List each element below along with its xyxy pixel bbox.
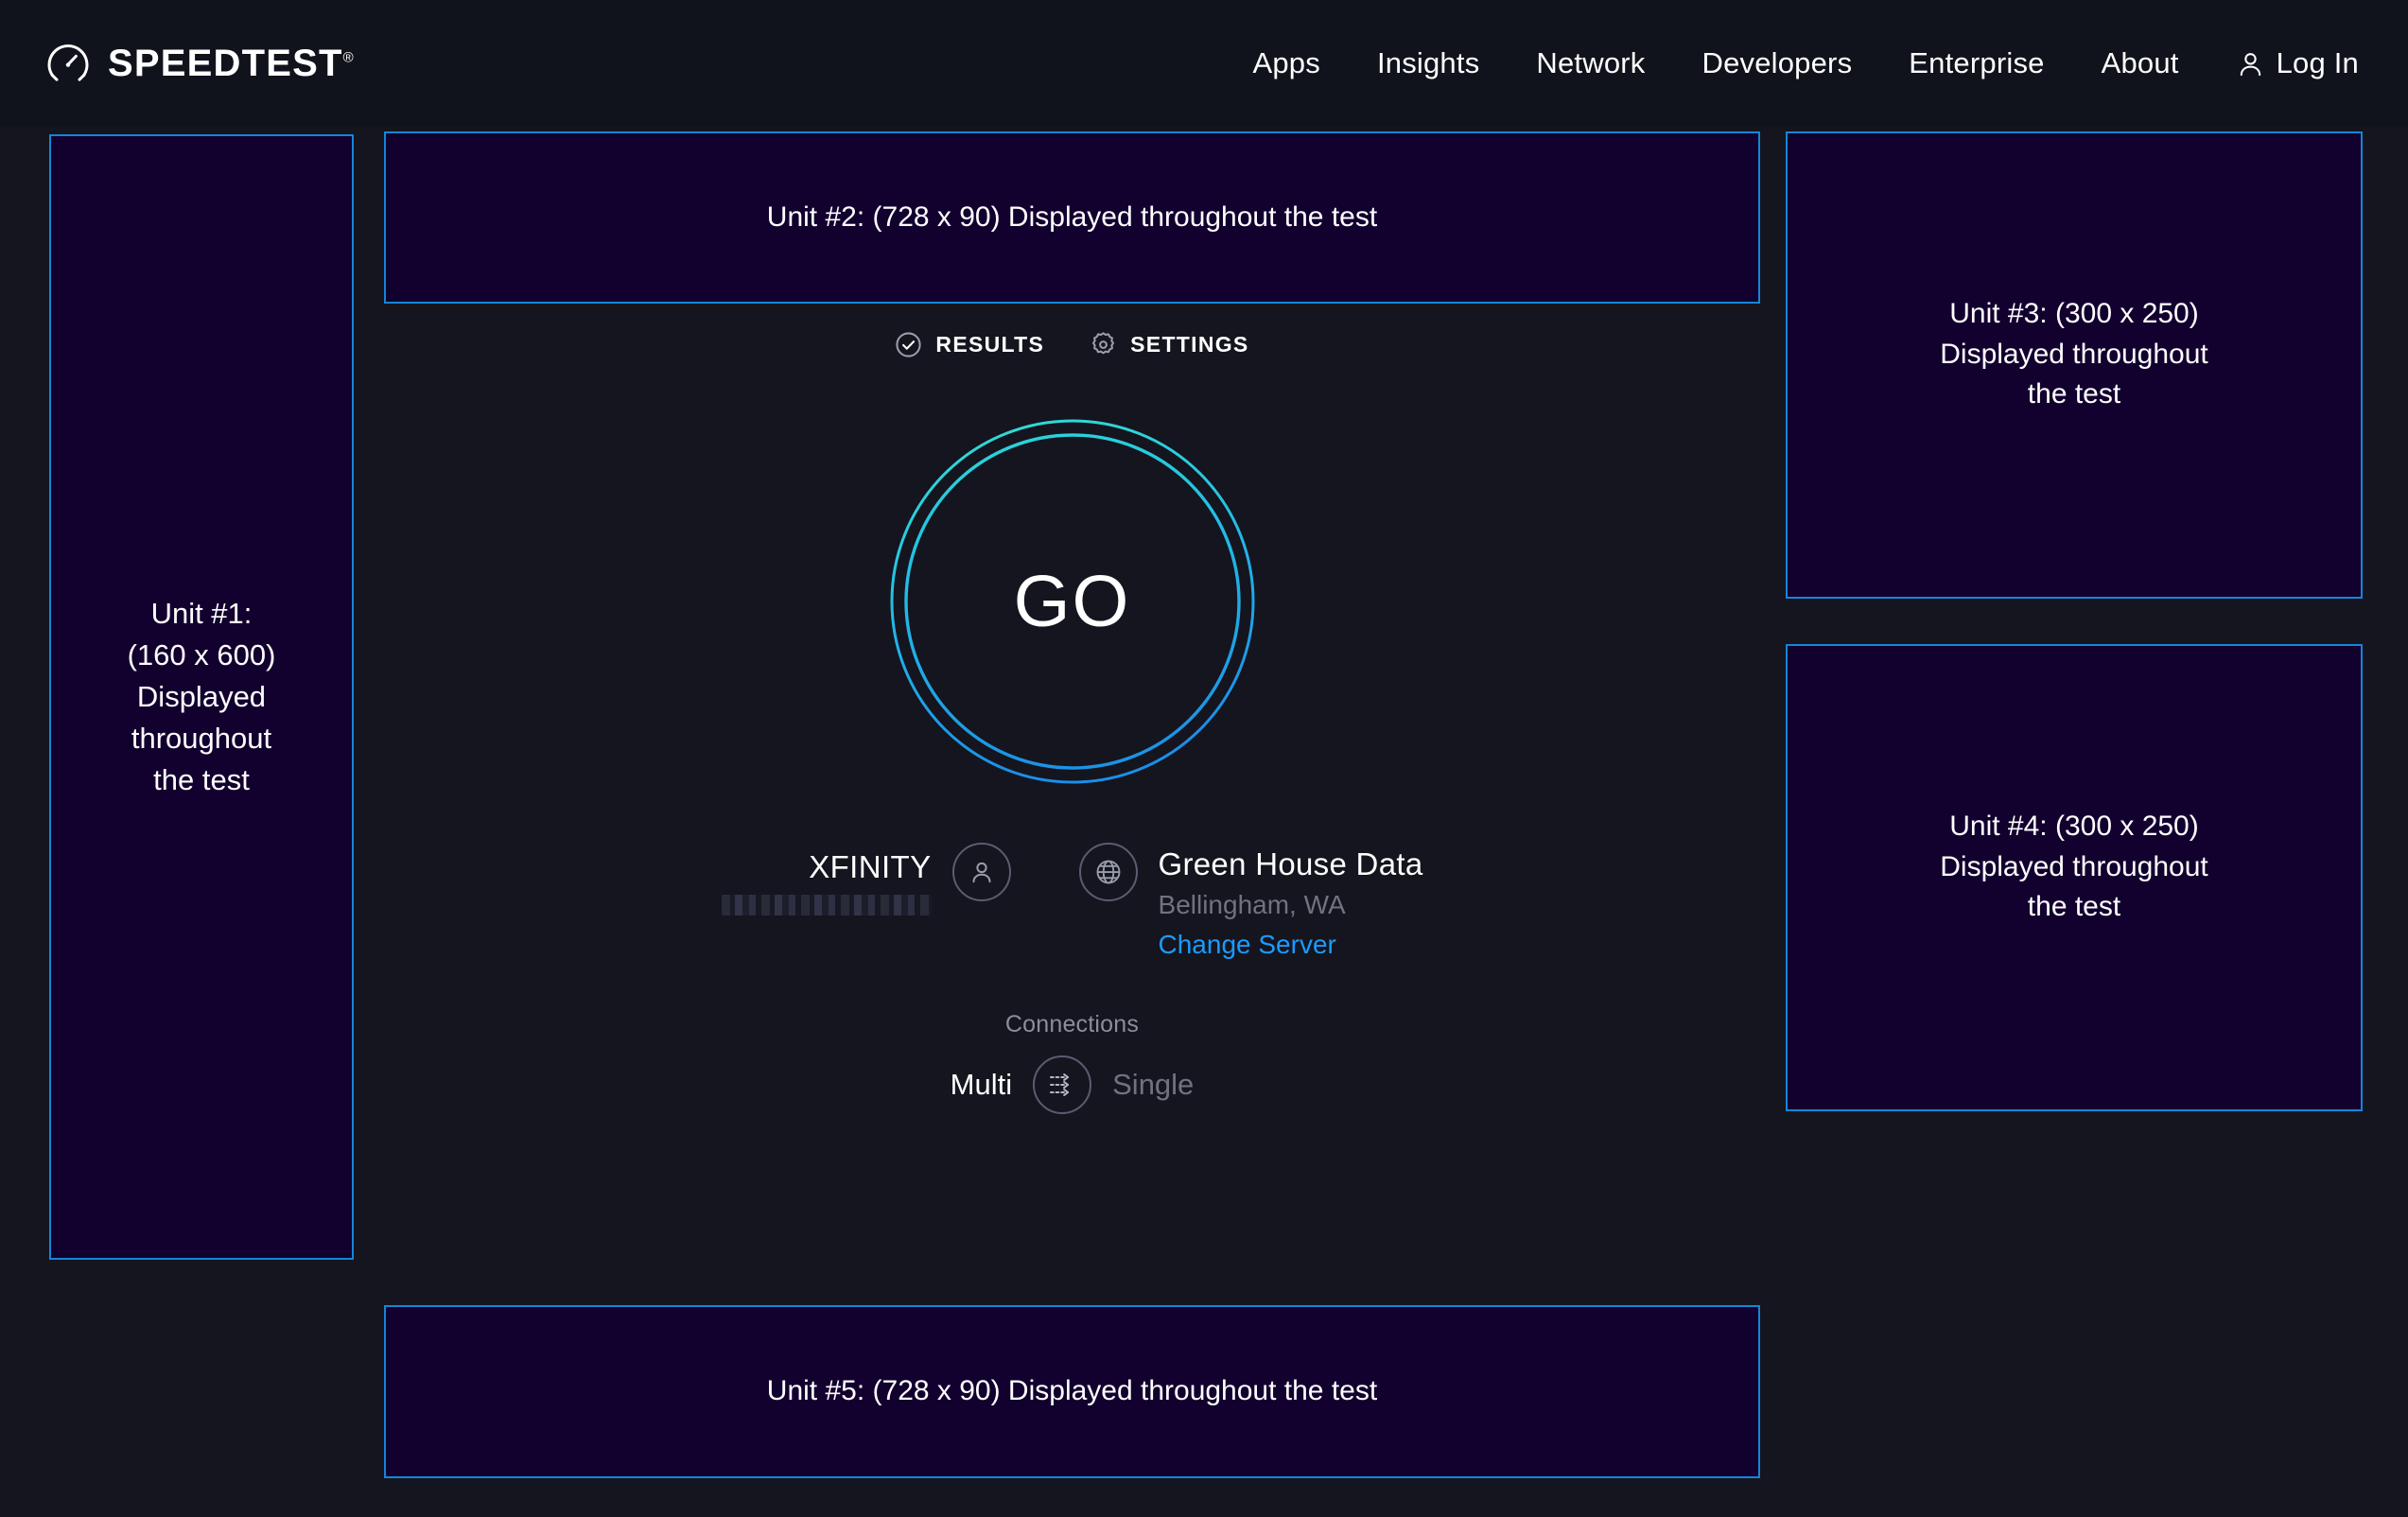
change-server-link[interactable]: Change Server [1158, 929, 1336, 959]
login-label: Log In [2276, 46, 2359, 79]
nav-item-enterprise[interactable]: Enterprise [1909, 46, 2045, 79]
ad-unit-4[interactable]: Unit #4: (300 x 250) Displayed throughou… [1786, 644, 2363, 1111]
gear-icon [1090, 331, 1117, 358]
server-name: Green House Data [1158, 846, 1423, 881]
globe-circle-icon [1078, 843, 1138, 901]
isp-name: XFINITY [809, 849, 932, 884]
connections-toggle-button[interactable] [1033, 1055, 1092, 1114]
go-button[interactable]: GO [888, 417, 1257, 786]
connections-toggle: Multi Single [950, 1055, 1195, 1114]
server-location: Bellingham, WA [1158, 889, 1346, 919]
tab-settings-label: SETTINGS [1130, 332, 1249, 357]
server-block[interactable]: Green House Data Bellingham, WA Change S… [1078, 843, 1423, 960]
nav-item-insights[interactable]: Insights [1376, 46, 1480, 79]
brand-trademark: ® [342, 49, 354, 66]
speedometer-icon [45, 41, 91, 86]
ad-unit-5[interactable]: Unit #5: (728 x 90) Displayed throughout… [384, 1305, 1760, 1478]
ad-unit-2[interactable]: Unit #2: (728 x 90) Displayed throughout… [384, 131, 1760, 304]
brand-name: SPEEDTEST [108, 43, 343, 84]
connections-title: Connections [1004, 1010, 1140, 1037]
speedtest-main: RESULTS SETTINGS [384, 331, 1760, 1114]
person-circle-icon [951, 843, 1011, 901]
nav-item-about[interactable]: About [2101, 46, 2179, 79]
isp-block[interactable]: XFINITY [721, 843, 1011, 915]
go-button-rings [890, 419, 1254, 784]
brand-wordmark: SPEEDTEST® [108, 44, 354, 82]
connections-multi-label[interactable]: Multi [950, 1067, 1013, 1101]
tab-results-label: RESULTS [935, 332, 1045, 357]
site-header: SPEEDTEST® Apps Insights Network Develop… [0, 0, 2408, 127]
tab-bar: RESULTS SETTINGS [895, 331, 1248, 358]
multi-arrows-icon [1047, 1070, 1077, 1100]
connection-info: XFINITY Green Hou [721, 843, 1423, 960]
main-navigation: Apps Insights Network Developers Enterpr… [1252, 46, 2359, 80]
login-button[interactable]: Log In [2236, 46, 2359, 80]
nav-item-network[interactable]: Network [1536, 46, 1646, 79]
connections-single-label[interactable]: Single [1112, 1067, 1195, 1101]
nav-item-developers[interactable]: Developers [1701, 46, 1853, 79]
speedtest-logo[interactable]: SPEEDTEST® [45, 41, 354, 86]
connections-section: Connections Multi Single [950, 1010, 1195, 1114]
isp-ip-address [721, 894, 932, 915]
ad-unit-1[interactable]: Unit #1: (160 x 600) Displayed throughou… [49, 134, 354, 1260]
ad-unit-3[interactable]: Unit #3: (300 x 250) Displayed throughou… [1786, 131, 2363, 599]
tab-settings[interactable]: SETTINGS [1090, 331, 1248, 358]
check-circle-icon [895, 331, 922, 358]
person-icon [2236, 49, 2265, 78]
nav-item-apps[interactable]: Apps [1252, 46, 1320, 79]
tab-results[interactable]: RESULTS [895, 331, 1044, 358]
